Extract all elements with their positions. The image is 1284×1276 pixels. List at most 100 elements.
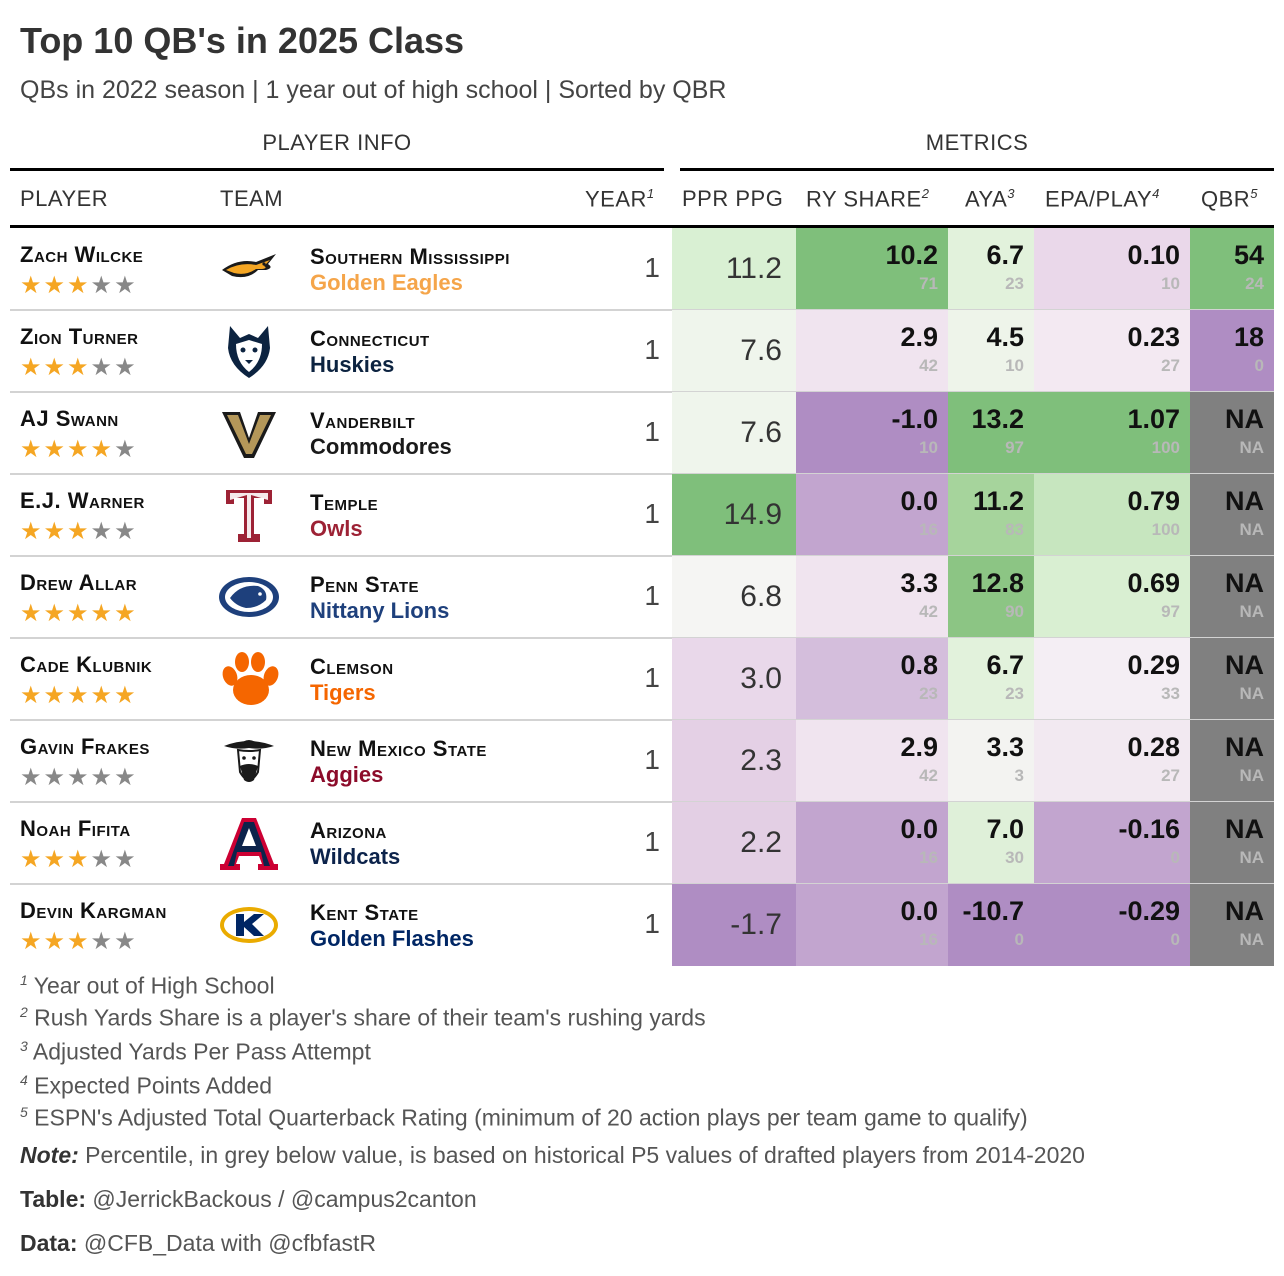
aya-cell: 6.7 23 xyxy=(948,228,1034,310)
aya-cell: 12.8 90 xyxy=(948,556,1034,638)
qbr-percentile: NA xyxy=(1239,520,1264,539)
team-mascot: Tigers xyxy=(310,680,376,705)
player-name: Drew Allar xyxy=(20,570,138,595)
ry-cell: 0.8 23 xyxy=(796,638,948,720)
husky-logo xyxy=(218,322,280,380)
ry-cell: 3.3 42 xyxy=(796,556,948,638)
star-icon: ★ xyxy=(43,518,68,545)
ppr-cell: 7.6 xyxy=(672,392,796,474)
ry-percentile: 16 xyxy=(919,930,938,949)
aya-cell: -10.7 0 xyxy=(948,884,1034,966)
qbr-percentile: NA xyxy=(1239,848,1264,867)
ks-logo xyxy=(218,896,280,954)
ppr-cell: 11.2 xyxy=(672,228,796,310)
ry-percentile: 10 xyxy=(919,438,938,457)
star-icon: ★ xyxy=(90,436,115,463)
star-icon: ★ xyxy=(43,682,68,709)
ry-percentile: 42 xyxy=(919,766,938,785)
ry-cell: 0.0 16 xyxy=(796,802,948,884)
star-rating: ★★★★★ xyxy=(20,684,138,708)
ppr-value: 11.2 xyxy=(725,252,782,285)
header-ry-share: RY SHARE2 xyxy=(806,186,930,212)
aya-cell: 13.2 97 xyxy=(948,392,1034,474)
qbr-value: NA xyxy=(1225,732,1264,762)
star-icon: ★ xyxy=(67,928,91,955)
table-row: E.J. Warner ★★★★★ Temple Owls 1 14.9 0.0 16 11.2… xyxy=(10,474,1274,556)
v-logo xyxy=(218,404,280,462)
year-value: 1 xyxy=(644,498,660,529)
epa-value: 0.10 xyxy=(1127,240,1180,270)
star-rating: ★★★★★ xyxy=(20,520,138,544)
credit-data: Data: @CFB_Data with @cfbfastR xyxy=(20,1230,377,1256)
ppr-cell: 2.2 xyxy=(672,802,796,884)
aya-cell: 6.7 23 xyxy=(948,638,1034,720)
row-divider xyxy=(10,719,1274,721)
ry-value: 0.0 xyxy=(900,896,938,926)
team-mascot: Wildcats xyxy=(310,844,401,869)
year-value: 1 xyxy=(644,416,660,447)
year-value: 1 xyxy=(644,744,660,775)
star-icon: ★ xyxy=(67,764,91,791)
epa-cell: 0.23 27 xyxy=(1034,310,1190,392)
aya-value: 6.7 xyxy=(986,650,1024,680)
footnote: 4 Expected Points Added xyxy=(20,1072,273,1099)
star-icon: ★ xyxy=(20,272,44,299)
year-value: 1 xyxy=(644,334,660,365)
row-divider xyxy=(10,391,1274,393)
ry-value: 0.0 xyxy=(900,814,938,844)
aya-value: -10.7 xyxy=(962,896,1024,926)
aya-percentile: 23 xyxy=(1005,274,1024,293)
star-icon: ★ xyxy=(114,518,138,545)
table-row: Cade Klubnik ★★★★★ Clemson Tigers 1 3.0 0.8 23 6… xyxy=(10,638,1274,720)
ppr-cell: 14.9 xyxy=(672,474,796,556)
epa-cell: 0.79 100 xyxy=(1034,474,1190,556)
ry-value: 2.9 xyxy=(900,732,938,762)
qbr-cell: NA NA xyxy=(1190,638,1274,720)
star-icon: ★ xyxy=(90,764,115,791)
header-epa-play: EPA/PLAY4 xyxy=(1045,186,1160,212)
epa-value: 0.69 xyxy=(1127,568,1180,598)
ry-value: 0.0 xyxy=(900,486,938,516)
qbr-cell: NA NA xyxy=(1190,556,1274,638)
table-row: Drew Allar ★★★★★ Penn State Nittany Lions 1 6… xyxy=(10,556,1274,638)
star-rating: ★★★★★ xyxy=(20,274,138,298)
lion-logo xyxy=(218,568,280,626)
star-icon: ★ xyxy=(90,928,115,955)
epa-value: 0.28 xyxy=(1127,732,1180,762)
chart-subtitle: QBs in 2022 season | 1 year out of high … xyxy=(20,76,727,104)
team-school: Vanderbilt xyxy=(310,408,416,433)
team-school: New Mexico State xyxy=(310,736,487,761)
aya-percentile: 90 xyxy=(1005,602,1024,621)
aya-value: 3.3 xyxy=(986,732,1024,762)
star-icon: ★ xyxy=(43,436,68,463)
star-icon: ★ xyxy=(20,436,44,463)
qbr-cell: 54 24 xyxy=(1190,228,1274,310)
star-icon: ★ xyxy=(43,354,68,381)
epa-value: 0.23 xyxy=(1127,322,1180,352)
epa-cell: -0.29 0 xyxy=(1034,884,1190,966)
year-value: 1 xyxy=(644,662,660,693)
row-divider xyxy=(10,883,1274,885)
aya-percentile: 30 xyxy=(1005,848,1024,867)
qbr-cell: 18 0 xyxy=(1190,310,1274,392)
ppr-value: 7.6 xyxy=(740,334,782,367)
ppr-cell: 3.0 xyxy=(672,638,796,720)
star-icon: ★ xyxy=(67,682,91,709)
team-school: Penn State xyxy=(310,572,420,597)
aya-percentile: 3 xyxy=(1014,766,1024,785)
star-icon: ★ xyxy=(20,354,44,381)
table-row: AJ Swann ★★★★★ Vanderbilt Commodores 1 7.6 -1.… xyxy=(10,392,1274,474)
team-mascot: Aggies xyxy=(310,762,384,787)
row-divider xyxy=(10,473,1274,475)
ry-cell: 2.9 42 xyxy=(796,310,948,392)
table-row: Gavin Frakes ★★★★★ New Mexico State Aggies 1… xyxy=(10,720,1274,802)
header-qbr: QBR5 xyxy=(1201,186,1258,212)
ppr-value: 7.6 xyxy=(740,416,782,449)
star-icon: ★ xyxy=(90,600,115,627)
golden-eagle-logo xyxy=(218,240,280,298)
spanner-line-metrics xyxy=(680,168,1274,171)
star-icon: ★ xyxy=(20,682,44,709)
team-school: Temple xyxy=(310,490,379,515)
table-row: Noah Fifita ★★★★★ Arizona Wildcats 1 2.2 0.0 16… xyxy=(10,802,1274,884)
ppr-value: 3.0 xyxy=(740,662,782,695)
